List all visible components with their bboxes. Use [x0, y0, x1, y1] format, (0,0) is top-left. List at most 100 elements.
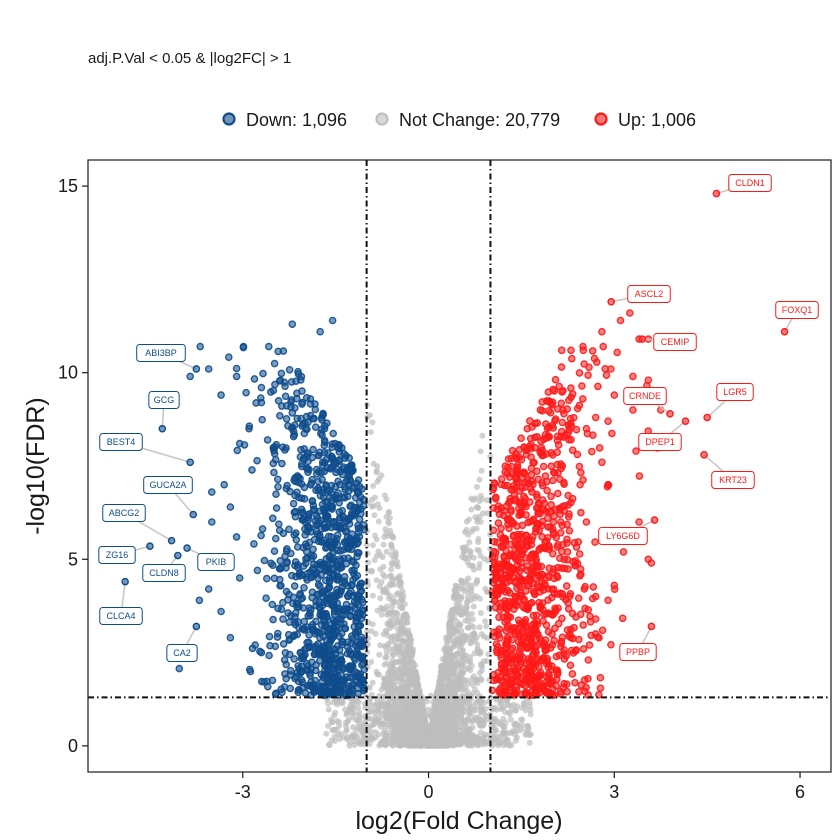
- not-change-point: [477, 492, 484, 499]
- not-change-point: [331, 727, 338, 734]
- down-point: [271, 642, 280, 651]
- not-change-point: [445, 670, 451, 677]
- down-point: [294, 473, 303, 482]
- not-change-point: [477, 552, 484, 559]
- not-change-point: [378, 611, 385, 618]
- not-change-point: [389, 657, 396, 664]
- not-change-point: [449, 607, 455, 614]
- down-point: [304, 522, 312, 531]
- up-point: [517, 507, 525, 516]
- up-point: [535, 598, 543, 607]
- not-change-point: [439, 672, 446, 679]
- down-point: [297, 494, 306, 503]
- not-change-point: [453, 708, 459, 715]
- not-change-point: [459, 647, 466, 653]
- down-point: [233, 446, 242, 455]
- down-point: [314, 590, 323, 599]
- not-change-point: [372, 734, 379, 741]
- not-change-point: [478, 631, 485, 638]
- up-point: [559, 386, 567, 395]
- not-change-point: [401, 740, 408, 747]
- down-point: [253, 456, 261, 465]
- not-change-point: [476, 670, 483, 676]
- not-change-point: [369, 592, 376, 599]
- not-change-point: [343, 723, 350, 730]
- up-point: [527, 464, 536, 473]
- not-change-point: [363, 628, 370, 635]
- not-change-point: [459, 737, 466, 744]
- not-change-point: [369, 679, 376, 686]
- down-point: [294, 561, 302, 569]
- down-point: [328, 443, 336, 452]
- up-point: [508, 644, 517, 653]
- down-point: [311, 423, 320, 432]
- up-point: [549, 476, 557, 485]
- not-change-point: [389, 533, 396, 540]
- not-change-point: [402, 684, 409, 691]
- not-change-point: [377, 595, 384, 602]
- not-change-point: [397, 583, 404, 590]
- not-change-point: [407, 639, 414, 646]
- up-point: [513, 463, 522, 472]
- down-point: [284, 421, 292, 430]
- not-change-point: [374, 478, 381, 485]
- up-point: [613, 348, 622, 357]
- up-point: [579, 395, 587, 403]
- up-point: [601, 364, 610, 373]
- down-point: [311, 400, 319, 408]
- not-change-point: [389, 693, 395, 700]
- not-change-point: [356, 712, 362, 719]
- not-change-point: [385, 703, 392, 710]
- not-change-point: [467, 582, 474, 589]
- down-point: [315, 598, 323, 606]
- up-point: [568, 670, 577, 678]
- not-change-point: [484, 634, 491, 641]
- down-point: [350, 622, 359, 631]
- down-point: [298, 594, 307, 602]
- not-change-point: [475, 536, 482, 542]
- down-point: [302, 644, 310, 653]
- down-point: [319, 493, 328, 502]
- down-point: [282, 587, 291, 596]
- not-change-point: [375, 548, 382, 555]
- up-point: [576, 572, 584, 580]
- down-point: [355, 680, 364, 688]
- not-change-point: [467, 640, 474, 647]
- down-point: [314, 574, 322, 583]
- not-change-point: [465, 595, 471, 602]
- not-change-point: [478, 467, 485, 474]
- not-change-point: [472, 580, 479, 587]
- up-point: [575, 550, 584, 558]
- down-point: [316, 611, 324, 619]
- not-change-point: [388, 560, 395, 567]
- down-point: [276, 565, 285, 573]
- not-change-point: [443, 716, 450, 723]
- not-change-point: [463, 726, 470, 733]
- down-point: [281, 649, 290, 657]
- not-change-point: [343, 711, 350, 718]
- down-point: [257, 677, 266, 686]
- down-point: [270, 359, 279, 368]
- up-point: [570, 413, 578, 422]
- up-point: [564, 565, 572, 573]
- not-change-point: [392, 551, 399, 558]
- down-point: [271, 534, 280, 543]
- not-change-point: [390, 730, 397, 736]
- down-point: [325, 493, 334, 502]
- down-point: [307, 551, 316, 560]
- up-point: [536, 544, 545, 553]
- up-point: [598, 626, 607, 635]
- down-point: [312, 521, 321, 529]
- up-point: [543, 654, 552, 663]
- not-change-point: [433, 689, 440, 696]
- up-point: [549, 424, 558, 432]
- not-change-point: [487, 716, 494, 723]
- up-point: [503, 481, 512, 490]
- down-point: [305, 609, 314, 617]
- down-point: [207, 488, 216, 496]
- down-point: [336, 555, 344, 563]
- up-point: [554, 668, 562, 677]
- not-change-point: [506, 711, 513, 718]
- not-change-point: [363, 542, 370, 549]
- not-change-point: [390, 581, 397, 588]
